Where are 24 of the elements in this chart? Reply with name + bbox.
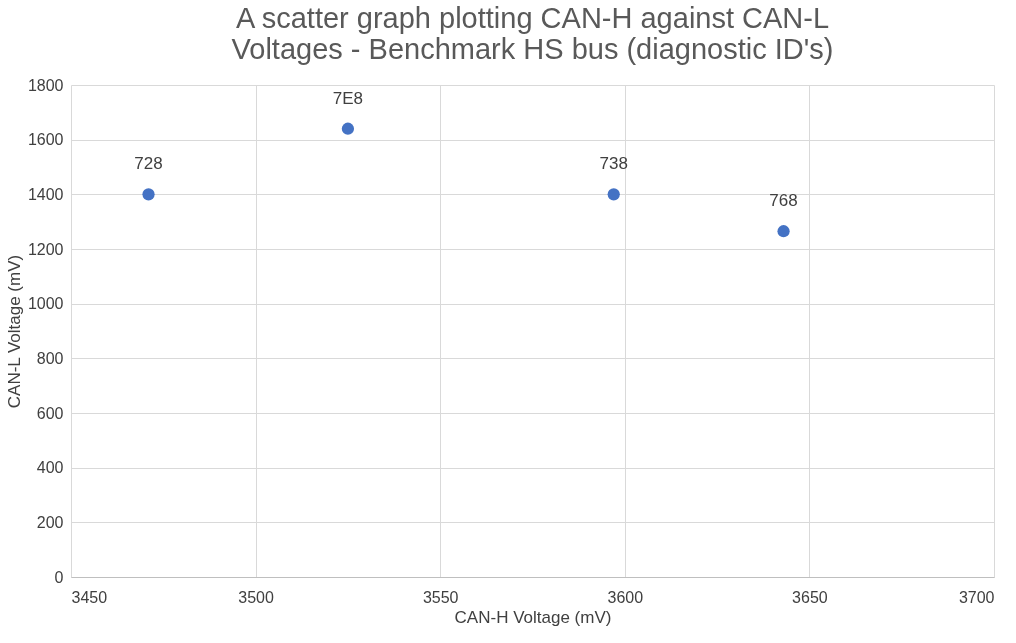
- y-axis-title: CAN-L Voltage (mV): [4, 254, 24, 409]
- x-tick-label: 3550: [422, 588, 459, 606]
- y-tick-label: 0: [54, 568, 64, 586]
- annotation: 738: [599, 154, 628, 174]
- y-tick-label: 1600: [27, 131, 64, 149]
- x-tick-label: 3600: [607, 588, 644, 606]
- annotation: 728: [134, 154, 163, 174]
- text: Voltages - Benchmark HS bus (diagnostic ID's): [231, 33, 834, 65]
- y-tick-label: 200: [36, 513, 64, 531]
- y-tick-label: 1000: [27, 295, 64, 313]
- x-tick-label: 3450: [71, 588, 108, 606]
- y-tick-label: 400: [36, 459, 64, 477]
- y-tick-label: 1800: [27, 76, 64, 94]
- y-tick-label: 1400: [27, 185, 64, 203]
- x-axis-title: CAN-H Voltage (mV): [454, 607, 612, 627]
- y-tick-label: 600: [36, 404, 64, 422]
- x-tick-label: 3700: [958, 588, 995, 606]
- annotation: 7E8: [332, 88, 364, 108]
- y-tick-label: 1200: [27, 240, 64, 258]
- x-tick-label: 3500: [238, 588, 274, 606]
- text: A scatter graph plotting CAN-H against CAN-L: [235, 2, 830, 34]
- x-tick-label: 3650: [792, 588, 828, 606]
- annotation: 768: [769, 191, 798, 211]
- y-tick-label: 800: [36, 349, 64, 367]
